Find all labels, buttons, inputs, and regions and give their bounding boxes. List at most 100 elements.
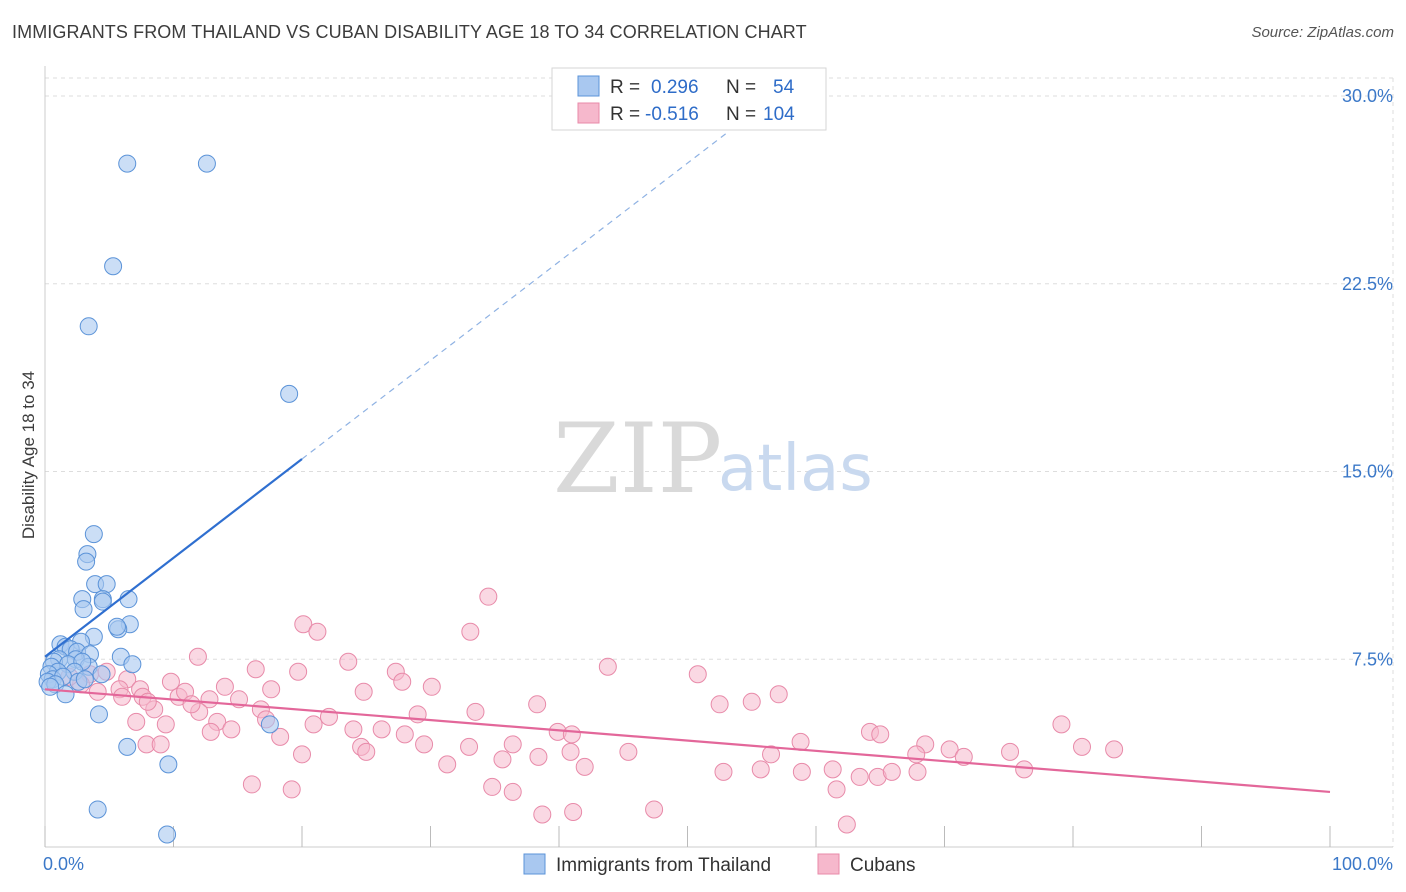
- point-cubans-86: [503, 782, 522, 801]
- watermark-zip: ZIP: [553, 403, 722, 515]
- point-thailand-4: [280, 384, 299, 403]
- legend-swatch-cubans: [577, 102, 600, 124]
- point-cubans-8: [289, 662, 308, 681]
- bottom-legend-swatch-thailand: [523, 853, 546, 875]
- point-cubans-47: [1052, 715, 1071, 734]
- point-cubans-0: [479, 587, 498, 606]
- series-cubans: [60, 587, 1124, 834]
- point-thailand-7: [77, 552, 96, 571]
- y-tick-label-0: 7.5%: [1352, 649, 1393, 669]
- point-cubans-59: [1072, 737, 1091, 756]
- legend-r-label-thailand: R =: [610, 77, 640, 98]
- point-thailand-51: [158, 825, 177, 844]
- point-thailand-36: [92, 665, 111, 684]
- point-cubans-10: [688, 665, 707, 684]
- point-cubans-57: [791, 732, 810, 751]
- point-cubans-88: [645, 800, 664, 819]
- point-cubans-84: [282, 780, 301, 799]
- legend-n-label-thailand: N =: [726, 77, 756, 98]
- point-thailand-5: [84, 525, 103, 544]
- point-cubans-49: [151, 735, 170, 754]
- point-cubans-65: [561, 742, 580, 761]
- point-cubans-46: [871, 725, 890, 744]
- point-cubans-51: [222, 720, 241, 739]
- point-cubans-3: [461, 622, 480, 641]
- legend-n-value-cubans: 104: [763, 104, 795, 125]
- source-attribution: Source: ZipAtlas.com: [1251, 24, 1394, 41]
- point-cubans-70: [1001, 742, 1020, 761]
- point-cubans-26: [710, 695, 729, 714]
- point-cubans-7: [246, 660, 265, 679]
- bottom-legend-swatch-cubans: [817, 853, 840, 875]
- point-cubans-20: [88, 682, 107, 701]
- point-cubans-77: [823, 760, 842, 779]
- bottom-legend-label-cubans: Cubans: [850, 855, 916, 876]
- point-cubans-81: [908, 762, 927, 781]
- legend-swatch-thailand: [577, 75, 600, 97]
- point-cubans-76: [792, 762, 811, 781]
- point-cubans-85: [483, 777, 502, 796]
- point-thailand-9: [97, 575, 116, 594]
- point-cubans-40: [344, 720, 363, 739]
- point-cubans-5: [339, 652, 358, 671]
- point-cubans-27: [742, 692, 761, 711]
- point-thailand-50: [88, 800, 107, 819]
- point-cubans-44: [562, 725, 581, 744]
- point-cubans-55: [460, 737, 479, 756]
- point-cubans-6: [598, 657, 617, 676]
- point-cubans-64: [529, 747, 548, 766]
- point-cubans-60: [1105, 740, 1124, 759]
- point-cubans-28: [769, 685, 788, 704]
- point-cubans-50: [201, 722, 220, 741]
- legend-n-label-cubans: N =: [726, 104, 756, 125]
- bottom-legend-label-thailand: Immigrants from Thailand: [556, 855, 771, 876]
- point-cubans-72: [438, 755, 457, 774]
- point-cubans-97: [138, 692, 157, 711]
- point-thailand-48: [118, 737, 137, 756]
- point-thailand-2: [104, 257, 123, 276]
- point-cubans-4: [188, 647, 207, 666]
- point-cubans-63: [493, 750, 512, 769]
- y-tick-label-1: 15.0%: [1342, 462, 1393, 482]
- watermark: ZIP atlas: [553, 403, 873, 515]
- tick-labels: 7.5% 15.0% 22.5% 30.0% 0.0% 100.0%: [43, 86, 1393, 874]
- chart-title: IMMIGRANTS FROM THAILAND VS CUBAN DISABI…: [12, 22, 807, 42]
- point-cubans-1: [294, 615, 313, 634]
- point-cubans-14: [422, 677, 441, 696]
- point-cubans-18: [262, 680, 281, 699]
- point-cubans-42: [395, 725, 414, 744]
- point-cubans-90: [533, 805, 552, 824]
- point-cubans-80: [882, 762, 901, 781]
- point-cubans-56: [503, 735, 522, 754]
- point-cubans-62: [357, 742, 376, 761]
- trend-line-thailand: [44, 458, 303, 658]
- point-thailand-13: [74, 600, 93, 619]
- point-cubans-17: [215, 677, 234, 696]
- point-cubans-2: [308, 622, 327, 641]
- y-axis-label: Disability Age 18 to 34: [19, 371, 38, 539]
- point-cubans-87: [827, 780, 846, 799]
- point-cubans-69: [940, 740, 959, 759]
- point-cubans-36: [156, 715, 175, 734]
- point-cubans-41: [372, 720, 391, 739]
- point-cubans-54: [415, 735, 434, 754]
- point-cubans-13: [393, 672, 412, 691]
- point-cubans-39: [304, 715, 323, 734]
- point-thailand-46: [89, 705, 108, 724]
- point-cubans-82: [1015, 760, 1034, 779]
- point-thailand-49: [159, 755, 178, 774]
- trend-lines: [44, 133, 1331, 794]
- point-thailand-1: [197, 154, 216, 173]
- point-thailand-43: [75, 670, 94, 689]
- trend-line-thailand-extension: [301, 133, 727, 460]
- point-cubans-99: [182, 695, 201, 714]
- bottom-legend: Immigrants from Thailand Cubans: [523, 853, 916, 876]
- point-cubans-34: [466, 702, 485, 721]
- point-cubans-52: [271, 727, 290, 746]
- point-cubans-19: [354, 682, 373, 701]
- grid-lines: [45, 77, 1394, 847]
- point-cubans-75: [751, 760, 770, 779]
- point-cubans-12: [161, 672, 180, 691]
- point-cubans-74: [714, 762, 733, 781]
